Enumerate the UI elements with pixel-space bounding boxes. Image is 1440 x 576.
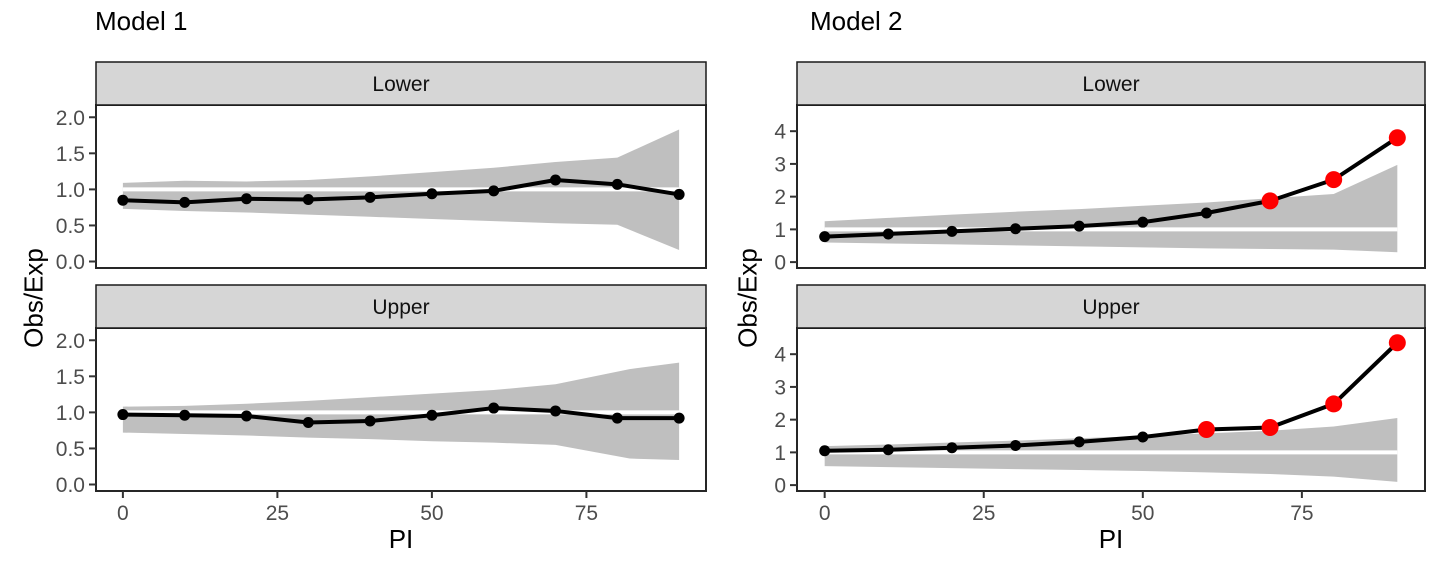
x-axis-title-right: PI: [1098, 524, 1124, 554]
y-tick-label: 3: [774, 153, 786, 176]
data-point: [302, 416, 314, 428]
y-tick-label: 4: [774, 344, 786, 367]
y-tick-label: 0.0: [56, 251, 85, 274]
data-point: [302, 193, 314, 205]
plot-title-model-2: Model 2: [810, 6, 903, 36]
data-point: [426, 409, 438, 421]
y-tick-label: 2.0: [56, 107, 85, 130]
data-point: [1200, 207, 1212, 219]
obs-exp-line: [120, 406, 682, 425]
confidence-ribbon: [824, 418, 1398, 482]
data-point: [364, 191, 376, 203]
data-point: [673, 412, 685, 424]
data-point: [364, 415, 376, 427]
data-point: [882, 444, 894, 456]
x-axis-title-left: PI: [388, 524, 414, 554]
y-axis-title-right: Obs/Exp: [732, 248, 763, 348]
data-point: [611, 178, 623, 190]
x-tick-label: 0: [117, 502, 129, 525]
data-point-highlighted: [1325, 395, 1343, 413]
data-point: [1137, 431, 1149, 443]
facet-strip: [796, 284, 1426, 329]
y-axis-title-left: Obs/Exp: [18, 248, 49, 348]
facet-strip: [796, 61, 1426, 106]
data-point-highlighted: [1325, 171, 1343, 189]
y-tick-label: 0.0: [56, 474, 85, 497]
y-tick-label: 0.5: [56, 215, 85, 238]
data-point-highlighted: [1388, 334, 1406, 352]
x-tick-label: 50: [420, 502, 443, 525]
data-point: [1073, 436, 1085, 448]
x-tick-label: 75: [575, 502, 598, 525]
data-point: [946, 225, 958, 237]
data-point-highlighted: [1261, 192, 1279, 210]
x-tick-label: 25: [972, 502, 995, 525]
y-tick-label: 2.0: [56, 330, 85, 353]
facet-strip: [95, 61, 707, 106]
obs-exp-line: [120, 178, 682, 205]
data-point: [426, 188, 438, 200]
y-tick-label: 1.5: [56, 366, 85, 389]
data-point: [882, 228, 894, 240]
plot-title-model-1: Model 1: [95, 6, 188, 36]
data-point: [240, 410, 252, 422]
y-tick-label: 1: [774, 442, 786, 465]
x-tick-label: 75: [1290, 502, 1313, 525]
facet-strip-label: Upper: [1082, 296, 1139, 319]
y-tick-label: 1.5: [56, 143, 85, 166]
data-point: [1137, 216, 1149, 228]
data-point: [819, 445, 831, 457]
x-tick-label: 50: [1131, 502, 1154, 525]
x-tick-label: 25: [266, 502, 289, 525]
data-point: [488, 402, 500, 414]
data-point: [179, 196, 191, 208]
data-point: [819, 231, 831, 243]
y-tick-label: 0: [774, 475, 786, 498]
y-tick-label: 3: [774, 376, 786, 399]
facet-strip-label: Lower: [1082, 73, 1139, 96]
y-tick-label: 0.5: [56, 438, 85, 461]
facet-strip-label: Lower: [372, 73, 429, 96]
data-point-highlighted: [1388, 129, 1406, 147]
obs-exp-line: [822, 340, 1400, 453]
data-point: [117, 409, 129, 421]
y-tick-label: 1.0: [56, 402, 85, 425]
y-tick-label: 1.0: [56, 179, 85, 202]
data-point: [179, 409, 191, 421]
data-point: [117, 194, 129, 206]
x-tick-label: 0: [819, 502, 831, 525]
data-point: [550, 174, 562, 186]
data-point: [946, 442, 958, 454]
data-point-highlighted: [1197, 420, 1215, 438]
data-point: [550, 405, 562, 417]
data-point: [1010, 440, 1022, 452]
facet-strip: [95, 284, 707, 329]
data-point: [1010, 223, 1022, 235]
y-tick-label: 2: [774, 409, 786, 432]
data-point: [240, 193, 252, 205]
y-tick-label: 4: [774, 121, 786, 144]
data-point-highlighted: [1261, 419, 1279, 437]
y-tick-label: 0: [774, 252, 786, 275]
data-point: [673, 188, 685, 200]
facet-strip-label: Upper: [372, 296, 429, 319]
data-point: [488, 185, 500, 197]
obs-exp-line: [822, 135, 1400, 239]
y-tick-label: 2: [774, 186, 786, 209]
data-point: [1073, 220, 1085, 232]
y-tick-label: 1: [774, 219, 786, 242]
data-point: [611, 412, 623, 424]
